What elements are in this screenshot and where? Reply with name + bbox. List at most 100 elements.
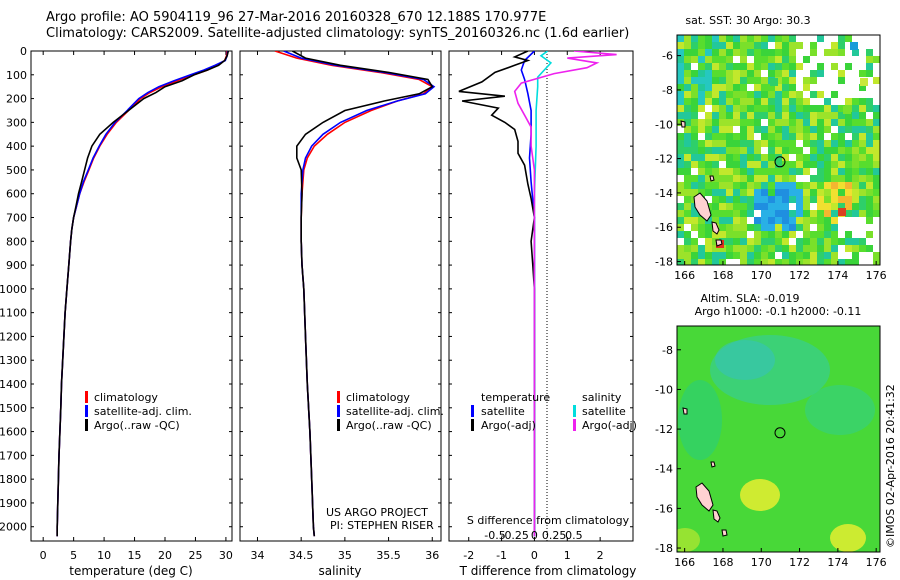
sst-cell bbox=[740, 196, 747, 203]
sst-cell bbox=[733, 161, 740, 168]
legend-label-argo: Argo(..raw -QC) bbox=[346, 419, 432, 432]
sst-cell bbox=[824, 245, 831, 252]
sst-cell bbox=[768, 35, 775, 42]
sst-cell bbox=[712, 140, 719, 147]
sst-cell bbox=[733, 42, 740, 49]
island-shape bbox=[682, 407, 688, 415]
sst-cell bbox=[824, 252, 831, 259]
sst-cell bbox=[698, 154, 705, 161]
legend-label-climatology: climatology bbox=[94, 391, 158, 404]
sst-cell bbox=[775, 245, 782, 252]
sst-cell bbox=[754, 259, 761, 265]
sst-cell bbox=[684, 56, 691, 63]
sst-cell bbox=[824, 49, 831, 56]
lon-tick-label: 166 bbox=[674, 269, 695, 282]
sst-cell bbox=[845, 196, 852, 203]
sst-cell bbox=[866, 210, 873, 217]
sla-heatmap bbox=[677, 326, 880, 552]
salinity-panel: 34 34.5 35 35.5 36 salinity climatology sate… bbox=[239, 50, 444, 578]
sst-cell bbox=[824, 126, 831, 133]
sst-cell bbox=[691, 210, 698, 217]
sst-cell bbox=[740, 259, 747, 265]
sst-cell bbox=[677, 203, 684, 210]
sst-cell bbox=[691, 126, 698, 133]
sst-longitude-ticks: 166 168 170 172 174 176 bbox=[674, 261, 887, 282]
sst-cell bbox=[768, 175, 775, 182]
sst-cell bbox=[789, 70, 796, 77]
sst-cell bbox=[838, 42, 845, 49]
sst-cell bbox=[866, 189, 873, 196]
sst-cell bbox=[698, 119, 705, 126]
sst-cell bbox=[691, 119, 698, 126]
sst-cell bbox=[754, 63, 761, 70]
sst-cell bbox=[852, 252, 859, 259]
sst-cell bbox=[747, 182, 754, 189]
sst-cell bbox=[698, 161, 705, 168]
depth-tick-label: 900 bbox=[6, 259, 27, 272]
sst-cell bbox=[810, 126, 817, 133]
sst-cell bbox=[866, 203, 873, 210]
lat-tick-label: -10 bbox=[655, 118, 673, 131]
sst-cell bbox=[796, 252, 803, 259]
depth-tick-label: 1700 bbox=[0, 449, 27, 462]
sst-cell bbox=[852, 196, 859, 203]
sst-cell bbox=[761, 196, 768, 203]
sst-cell bbox=[719, 147, 726, 154]
sst-cell bbox=[677, 56, 684, 63]
sst-cell bbox=[838, 189, 845, 196]
sst-cell bbox=[726, 224, 733, 231]
sst-cell bbox=[782, 224, 789, 231]
difference-legend: temperature salinity satellite Argo(-adj… bbox=[471, 391, 637, 432]
sst-cell bbox=[712, 168, 719, 175]
sst-cell bbox=[859, 189, 866, 196]
sst-cell bbox=[789, 77, 796, 84]
sst-cell bbox=[859, 70, 866, 77]
sst-cell bbox=[712, 245, 719, 252]
salinity-frame bbox=[239, 50, 442, 542]
sst-cell bbox=[768, 154, 775, 161]
sst-cell bbox=[740, 252, 747, 259]
sst-cell bbox=[810, 259, 817, 265]
sst-cell bbox=[782, 56, 789, 63]
sst-cell bbox=[873, 154, 880, 161]
sst-cell bbox=[761, 112, 768, 119]
sst-cell bbox=[684, 140, 691, 147]
sst-cell bbox=[691, 182, 698, 189]
depth-tick-label: 1000 bbox=[0, 283, 27, 296]
sst-cell bbox=[691, 175, 698, 182]
depth-tick-label: 100 bbox=[6, 69, 27, 82]
sst-cell bbox=[810, 77, 817, 84]
sst-cell bbox=[747, 259, 754, 265]
sst-cell bbox=[838, 154, 845, 161]
sst-cell bbox=[691, 161, 698, 168]
sst-cell bbox=[719, 91, 726, 98]
sst-cell bbox=[726, 49, 733, 56]
sst-cell bbox=[677, 77, 684, 84]
sst-cell bbox=[775, 105, 782, 112]
sst-cell bbox=[733, 91, 740, 98]
sst-cell bbox=[803, 119, 810, 126]
series-line-argo-raw-qc- bbox=[292, 51, 434, 537]
sst-cell bbox=[796, 238, 803, 245]
sst-cell bbox=[817, 35, 824, 42]
sst-cell bbox=[733, 189, 740, 196]
island-shape bbox=[693, 192, 712, 222]
sst-cell bbox=[747, 91, 754, 98]
sst-cell bbox=[859, 133, 866, 140]
sst-cell bbox=[824, 154, 831, 161]
sst-cell bbox=[698, 77, 705, 84]
sst-cell bbox=[691, 98, 698, 105]
sst-cell bbox=[719, 203, 726, 210]
sst-cell bbox=[831, 133, 838, 140]
sst-cell bbox=[838, 126, 845, 133]
sst-cell bbox=[775, 119, 782, 126]
sst-cell bbox=[803, 77, 810, 84]
sst-cell bbox=[817, 63, 824, 70]
sst-cell bbox=[810, 105, 817, 112]
salinity-axis-ticks: 34 34.5 35 35.5 36 bbox=[250, 51, 439, 562]
sst-cell bbox=[705, 217, 712, 224]
legend-swatch-satellite bbox=[85, 405, 88, 417]
legend-swatch-s-satellite bbox=[573, 405, 576, 417]
sst-cell bbox=[691, 112, 698, 119]
sst-cell bbox=[789, 224, 796, 231]
